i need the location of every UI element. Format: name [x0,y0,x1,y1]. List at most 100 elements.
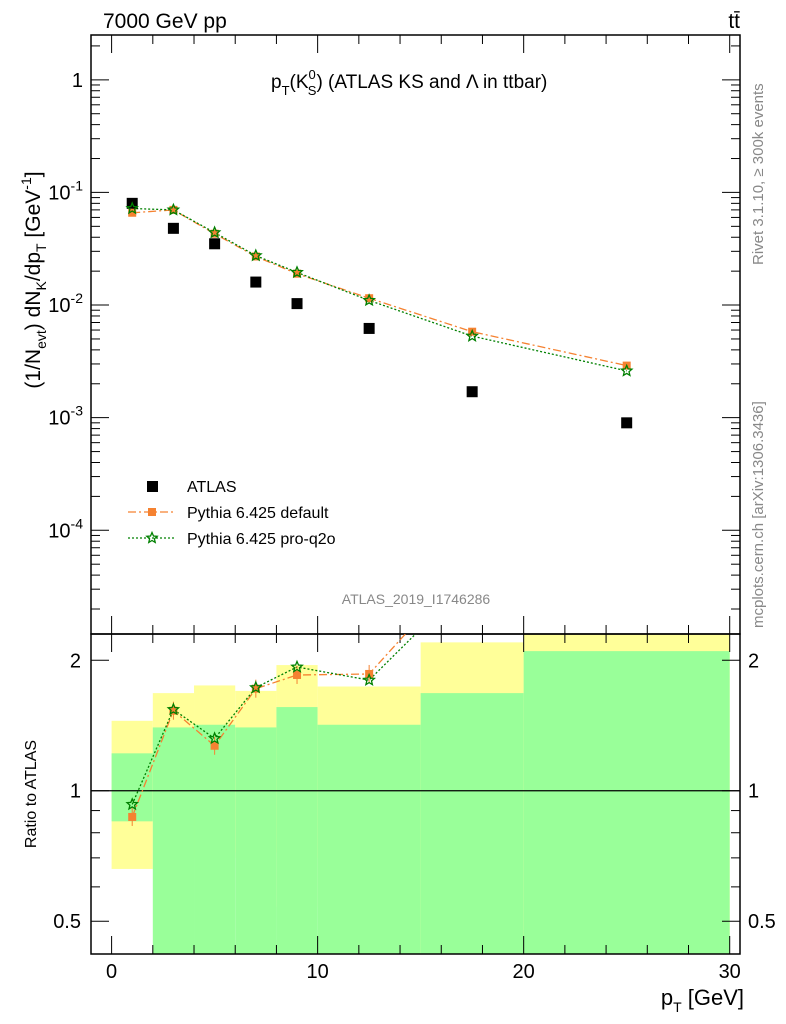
default-point [251,252,260,261]
ylabel-t: T [33,243,49,252]
default-point [169,205,178,214]
tick-base: 10 [48,295,70,317]
legend-default-label: Pythia 6.425 default [187,505,329,522]
ylabel-c: /dp [22,252,45,281]
atlas-point [363,322,375,334]
legend-star-shape [145,530,159,544]
legend-default-marker [148,508,156,516]
proq2o-point [207,225,222,239]
ratio-proq2o-point [125,797,139,811]
plot-title: pT(K0 S) (ATLAS KS and Λ in ttbar) [271,67,547,98]
ratio-proq2o-point [166,702,181,716]
x-tick-label: 0 [106,961,117,983]
axes-ticks: 10-410-310-210-110.5 0.51 12 20 10 20 30 [48,35,776,983]
default-point [210,229,219,238]
ratio-default-point [169,706,178,715]
process-label: tt̄ [728,10,740,33]
proq2o-point [125,201,139,215]
atlas-point [167,222,179,234]
ylabel-k: K [33,281,49,291]
main-proq2o-line [132,207,627,372]
tick-exponent: -2 [71,290,84,306]
green-band-bin [235,727,277,954]
analysis-id: ATLAS_2019_I1746286 [342,591,491,607]
ratio-y-tick-label-left: 1 [70,781,81,803]
proq2o-point [248,248,263,262]
main-y-tick-label: 10-2 [48,290,83,317]
main-y-tick-label: 10-4 [48,515,83,542]
ratio-uncertainty-bands [111,634,730,954]
title-sub-s: S [308,83,317,98]
ratio-proq2o-point [362,672,377,686]
ylabel-e: -1 [18,177,34,190]
ratio-y-tick-label-right: 1 [748,781,759,803]
green-band-bin [152,727,195,954]
tick-exponent: -4 [71,515,84,531]
ratio-proq2o-point [207,731,222,745]
proq2o-point [362,293,377,307]
x-tick-label: 10 [307,961,329,983]
tick-base: 10 [48,408,70,430]
legend-atlas-marker [147,481,158,492]
ratio-y-tick-label-left: 0.5 [53,911,81,933]
ylabel-f: ] [22,171,45,177]
green-band-bin [317,724,421,954]
ratio-y-axis-label: Ratio to ATLAS [23,740,40,848]
data-series [125,197,634,826]
ratio-default-point [293,670,302,679]
tick-base: 10 [48,182,70,204]
xlabel-rest: [GeV] [682,985,744,1010]
default-point [365,294,374,303]
main-y-tick-label: 10-3 [48,403,83,430]
xlabel-p: p [661,985,673,1010]
ratio-default-point [251,684,260,693]
ylabel-evt: evt [33,330,49,349]
title-sub-t: T [282,83,290,98]
main-default-line [132,209,627,367]
legend-proq2o-marker [145,530,159,544]
atlas-point [209,238,221,250]
main-y-tick-label: 1 [72,70,83,92]
ratio-y-tick-label-right: 2 [748,650,759,672]
green-band-bin [276,707,318,954]
green-band-bin [420,693,524,954]
proq2o-point [166,202,181,216]
atlas-point [291,298,303,310]
title-open: (K [290,72,309,93]
xlabel-sub: T [673,999,682,1015]
atlas-point [621,417,633,429]
title-rest: ) (ATLAS KS and Λ in ttbar) [316,72,547,93]
atlas-point [466,386,478,398]
legend-atlas-label: ATLAS [187,479,237,496]
ratio-series-group [125,634,417,826]
tick-base: 10 [48,520,70,542]
title-p: p [271,72,282,93]
default-point [293,269,302,278]
atlas-point [250,276,262,288]
mcplots-label: mcplots.cern.ch [arXiv:1306.3436] [750,401,767,628]
energy-label: 7000 GeV pp [103,10,227,33]
ylabel-a: (1/N [22,349,45,389]
ratio-y-tick-label-left: 2 [70,650,81,672]
x-tick-label: 20 [513,961,535,983]
proq2o-point [619,363,634,377]
ylabel-d: [GeV [22,190,45,244]
legend: ATLAS Pythia 6.425 default Pythia 6.425 … [128,479,336,548]
green-band-bin [523,651,730,954]
rivet-label: Rivet 3.1.10, ≥ 300k events [750,83,767,265]
proq2o-point [290,265,304,279]
x-axis-label: pT [GeV] [661,985,744,1015]
ylabel-b: ) dN [22,291,45,331]
title-sup-0: 0 [309,67,316,82]
x-tick-label: 30 [719,961,741,983]
tick-exponent: -3 [71,403,84,419]
ratio-proq2o-point [248,680,263,694]
tick-exponent: -1 [71,177,84,193]
proq2o-point [465,328,480,342]
ratio-default-point [128,812,137,821]
ratio-proq2o-point [290,659,304,673]
ratio-default-point [210,741,219,750]
default-point [128,208,137,217]
ratio-y-tick-label-right: 0.5 [748,911,776,933]
